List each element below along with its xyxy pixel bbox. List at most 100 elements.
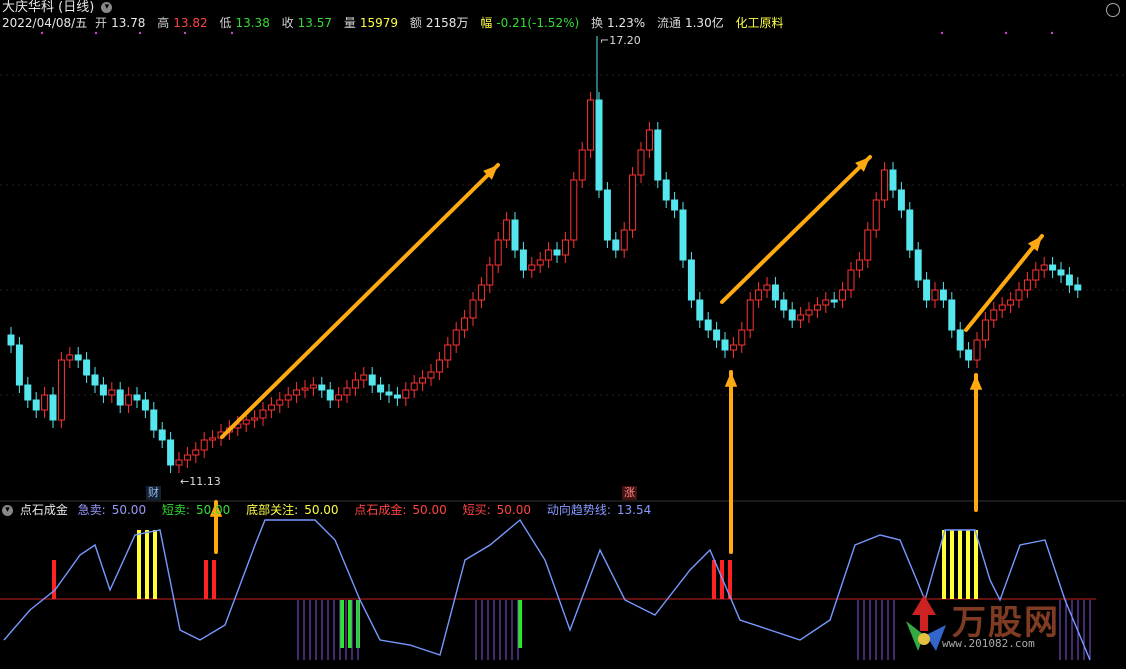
bottom-focus-bar [153,530,157,599]
marker-dot [138,31,142,35]
indicator-value-0: 50.00 [111,503,147,517]
candle-body [175,459,183,466]
candle-body [587,99,595,151]
change-label: 幅 [480,16,493,30]
low-label: 低 [219,16,232,30]
candle-body [74,354,82,361]
turnover-value: 1.23% [607,16,646,30]
candle-body [301,387,309,391]
float-value: 1.30亿 [684,16,724,30]
candle-body [755,289,763,301]
marker-dot [40,31,44,35]
bottom-focus-bar [966,530,970,599]
candle-body [738,329,746,346]
bottom-focus-bar [950,530,954,599]
candle-body [427,371,435,379]
vol-label: 量 [343,16,356,30]
amount-label: 额 [409,16,422,30]
marker-dot [1050,31,1054,35]
trend-arrow-3 [964,234,1044,332]
candle-body [7,334,15,346]
bottom-focus-bar [974,530,978,599]
candle-body [469,299,477,319]
candle-body [906,209,914,251]
open-value: 13.78 [111,16,146,30]
candle-body [519,249,527,271]
candle-body [553,249,561,256]
chart-title-bar: 大庆华科 (日线) ▾ [2,0,113,16]
candle-body [771,284,779,301]
candle-body [41,394,49,411]
candle-body [965,349,973,361]
trend-arrow-2-head [855,157,870,172]
candle-body [830,299,838,303]
candle-body [612,239,620,251]
candle-body [687,259,695,301]
candle-body [242,419,250,425]
bottom-focus-bar [145,530,149,599]
rise-tag[interactable]: 涨 [622,486,637,500]
short-sell-bar [518,600,522,648]
marker-dot [1004,31,1008,35]
trend-arrow-1-head [483,165,498,180]
candle-body [595,99,603,191]
candle-body [125,394,133,406]
bottom-focus-bar [942,530,946,599]
finance-tag[interactable]: 财 [146,486,161,500]
candle-body [410,382,418,391]
candle-body [351,379,359,389]
candle-body [209,437,217,441]
trend-arrow-2 [720,155,872,304]
candle-body [729,344,737,351]
bottom-focus-bar [137,530,141,599]
watermark-logo-icon [906,595,946,651]
candle-body [1023,279,1031,291]
candle-body [377,384,385,393]
float-label: 流通 [656,16,681,30]
candle-body [570,179,578,241]
chevron-down-icon[interactable]: ▾ [101,2,113,13]
candle-body [931,289,939,301]
stock-title: 大庆华科 (日线) [2,0,95,15]
candle-body [150,409,158,431]
change-value: -0.21(-1.52%) [496,16,580,30]
signal-arrow-2-head [724,372,738,387]
candle-body [141,399,149,411]
candle-body [1007,299,1015,306]
candle-body [637,149,645,176]
candle-body [57,359,65,421]
quote-bar: 2022/04/08/五 开 13.78 高 13.82 低 13.38 收 13.57… [2,15,788,31]
buy-bar [204,560,208,599]
trend-line [3,518,1091,661]
trend-arrow-3-head [1027,236,1042,252]
settings-icon[interactable] [1106,3,1120,17]
candle-body [1040,264,1048,271]
indicator-label-0: 急卖: [77,503,106,517]
candle-body [847,269,855,291]
indicator-label-1: 短卖: [161,503,190,517]
candle-body [318,384,326,391]
candle-body [805,309,813,316]
candle-body [385,391,393,396]
candle-body [889,169,897,191]
candle-body [914,249,922,281]
candle-body [167,439,175,466]
high-label: 高 [157,16,170,30]
chevron-down-icon[interactable]: ▾ [2,505,13,516]
marker-dot [940,31,944,35]
buy-bar [712,560,716,599]
low-price-label: ←11.13 [180,475,221,488]
indicator-value-1: 50.00 [195,503,231,517]
candle-body [603,189,611,241]
candle-body [998,304,1006,311]
candle-body [435,359,443,373]
candle-body [746,299,754,331]
short-sell-bar [340,600,344,648]
candle-body [335,394,343,401]
candle-body [91,374,99,386]
candle-body [494,239,502,266]
indicator-label-4: 短买: [462,503,491,517]
quote-date: 2022/04/08/五 [2,16,88,30]
low-value: 13.38 [235,16,270,30]
